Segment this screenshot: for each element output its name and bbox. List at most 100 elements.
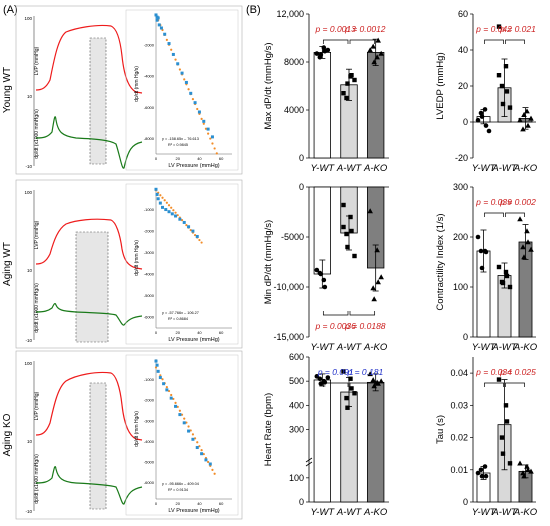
dpdt-axis-label: dp/dt (x1000 mmHg/s) (34, 283, 40, 333)
scatter-xtick: 60 (219, 330, 224, 335)
data-point (156, 197, 160, 201)
ytick-label: 400 (289, 400, 304, 410)
p-value-label: p = 0.039 (475, 197, 512, 207)
dot-marker (482, 464, 488, 469)
dot-marker (341, 202, 346, 208)
category-label: Y-WT (311, 342, 336, 353)
bar-y-wt (313, 379, 332, 503)
data-point (189, 91, 193, 95)
trace-ytick: -10 (25, 338, 32, 343)
row-label: Aging WT (2, 242, 13, 286)
fit-point (165, 386, 168, 389)
row-frame (15, 179, 243, 349)
dot-marker (479, 473, 485, 479)
dpdt-axis-label: dp/dt (x1000 mmHg/s) (34, 454, 40, 504)
scatter-ytick: -2000 (144, 398, 155, 403)
scatter-xlabel: LV Pressure (mmHg) (168, 163, 219, 169)
dot-marker (517, 216, 523, 222)
dot-marker (349, 73, 354, 78)
scatter-xlabel: LV Pressure (mmHg) (168, 337, 219, 343)
dot-marker (475, 470, 481, 476)
dot-marker (520, 244, 526, 250)
fit-point (191, 433, 195, 436)
category-label: Y-WT (472, 507, 497, 518)
data-point (162, 382, 166, 386)
dot-marker (314, 51, 320, 56)
dot-marker (344, 231, 349, 237)
fit-point (189, 229, 192, 232)
data-point (178, 413, 182, 417)
ytick-label: 0.01 (450, 465, 468, 475)
p-bracket (349, 311, 376, 316)
category-label: Y-WT (472, 163, 497, 174)
ytick-label: 500 (289, 376, 304, 386)
category-label: A-WT (336, 163, 362, 174)
scatter-xtick: 40 (197, 156, 202, 161)
data-point (182, 421, 186, 425)
dot-marker (348, 376, 353, 381)
data-point (154, 359, 158, 363)
dot-marker (499, 435, 505, 440)
dot-marker (517, 460, 523, 466)
fit-point (185, 421, 188, 424)
dot-marker (375, 279, 381, 285)
dot-marker (483, 473, 489, 479)
scatter-ylabel: dp/dt (mm Hg/s) (134, 66, 140, 102)
scatter-xtick: 0 (155, 330, 158, 335)
ytick-label: 0.02 (450, 433, 468, 443)
dot-marker (371, 383, 377, 389)
fit-point (159, 194, 162, 197)
dot-marker (496, 73, 502, 78)
p-bracket (349, 382, 376, 387)
dot-marker (318, 271, 324, 277)
data-point (178, 217, 182, 221)
fit-point (213, 472, 216, 475)
bar-ylabel: LVEDP (mmHg) (435, 52, 446, 119)
scatter-ytick: -5000 (144, 293, 155, 298)
dot-marker (344, 395, 349, 401)
fit-point (170, 206, 173, 209)
data-point (165, 388, 169, 392)
bar-y-wt (313, 52, 332, 159)
data-point (208, 462, 212, 466)
p-bracket (322, 39, 349, 44)
fit-point (161, 196, 164, 199)
trace-ytick: -10 (25, 164, 32, 169)
trace-ytick: 10 (27, 268, 33, 273)
p-value-label: p = 0.0188 (344, 321, 386, 331)
ytick-label: 0 (463, 497, 468, 507)
trace-ytick: -10 (25, 509, 32, 514)
p-value-label: p = 0.002 (499, 197, 536, 207)
dot-marker (322, 284, 328, 290)
data-point (156, 369, 160, 373)
trace-ytick: 100 (24, 16, 32, 21)
fit-point (200, 449, 203, 452)
ytick-label: 0 (299, 182, 304, 192)
dot-marker (325, 47, 331, 53)
data-point (169, 396, 173, 400)
dot-marker (318, 381, 324, 386)
data-point (164, 208, 168, 212)
data-point (210, 135, 214, 139)
dot-marker (524, 228, 530, 234)
trace-ytick: 100 (24, 190, 32, 195)
scatter-ylabel: dp/dt (mm Hg/s) (134, 411, 140, 447)
fit-point (165, 38, 168, 41)
panel-a-label: (A) (3, 4, 18, 16)
dot-marker (486, 128, 492, 134)
dot-marker (378, 274, 384, 280)
bar-ylabel: Max dP/dt (mmHg/s) (263, 42, 274, 129)
bar-ylabel: Tau (s) (435, 415, 446, 444)
dot-marker (318, 52, 324, 58)
p-value-label: p = 0.0036 (314, 321, 356, 331)
dot-marker (344, 95, 349, 101)
data-point (182, 220, 186, 224)
p-bracket (505, 212, 525, 217)
fit-point (172, 397, 175, 401)
dot-marker (500, 101, 506, 107)
ytick-label: 0 (299, 497, 304, 507)
scatter-xtick: 20 (175, 501, 180, 506)
lvp-trace (35, 371, 143, 441)
scatter-frame (125, 9, 239, 171)
fit-point (196, 441, 199, 444)
